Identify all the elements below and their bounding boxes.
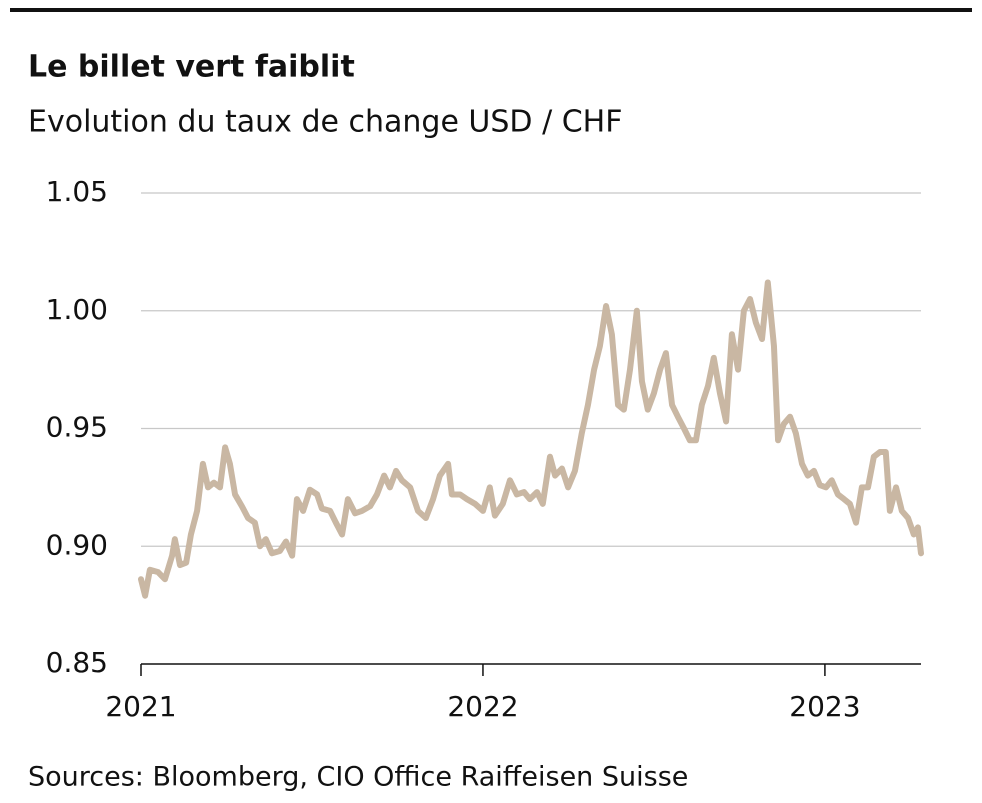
y-tick-label: 1.00 — [46, 293, 108, 326]
x-tick-label: 2022 — [447, 690, 518, 723]
y-tick-label: 0.85 — [46, 646, 108, 679]
x-tick-label: 2021 — [105, 690, 176, 723]
source-note: Sources: Bloomberg, CIO Office Raiffeise… — [28, 762, 688, 793]
line-series — [138, 279, 924, 599]
top-rule — [10, 8, 972, 12]
x-tick-label: 2023 — [789, 690, 860, 723]
chart-title: Le billet vert faiblit — [28, 50, 355, 85]
y-tick-label: 0.90 — [46, 528, 108, 561]
y-tick-label: 0.95 — [46, 411, 108, 444]
chart-subtitle: Evolution du taux de change USD / CHF — [28, 105, 622, 140]
y-tick-label: 1.05 — [46, 175, 108, 208]
